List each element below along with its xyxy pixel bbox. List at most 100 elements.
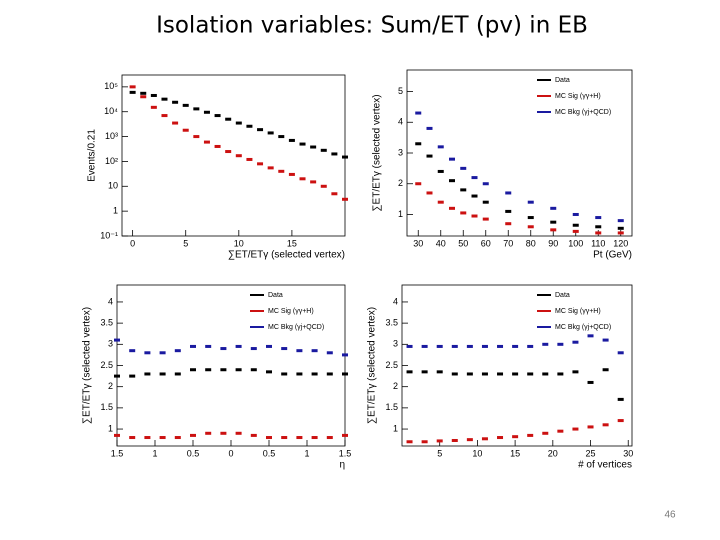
y-axis-label: ∑ET/ETγ (selected vertex) [372, 94, 383, 211]
data-point [281, 436, 288, 440]
data-point [190, 433, 196, 437]
data-point [193, 135, 200, 139]
data-point [235, 154, 242, 158]
data-point [144, 372, 151, 376]
y-tick-label: 4 [393, 296, 398, 306]
data-point [288, 172, 295, 176]
data-point [129, 349, 136, 353]
data-point [550, 206, 557, 210]
data-point [497, 344, 504, 348]
data-point [182, 128, 189, 132]
data-point [426, 126, 433, 130]
data-point [505, 191, 512, 195]
data-point [214, 114, 221, 118]
data-point [527, 433, 534, 437]
data-point [296, 349, 303, 353]
data-point [150, 93, 157, 97]
data-point [205, 431, 212, 435]
data-point [161, 97, 168, 101]
data-point [161, 114, 168, 118]
legend-label: MC Sig (γγ+H) [555, 308, 601, 315]
data-point [436, 370, 443, 374]
y-tick-label: 1 [398, 209, 403, 219]
x-tick-label: 0 [130, 238, 135, 248]
data-point [342, 155, 348, 159]
data-point [482, 182, 489, 186]
data-point [437, 169, 444, 173]
data-point [460, 211, 467, 215]
data-point [449, 179, 455, 183]
data-point [114, 433, 120, 437]
data-point [451, 372, 458, 376]
y-tick-label: 4 [398, 117, 403, 127]
data-point [602, 368, 609, 372]
y-tick-label: 3 [108, 339, 113, 349]
data-point [235, 121, 242, 125]
y-tick-label: 1.5 [100, 402, 113, 412]
data-point [406, 344, 413, 348]
x-axis-label: η [339, 460, 345, 471]
data-point [220, 368, 227, 372]
data-point [114, 338, 120, 342]
data-point [466, 344, 473, 348]
data-point [257, 162, 264, 166]
y-tick-label: 10⁵ [104, 81, 118, 91]
data-point [190, 344, 196, 348]
data-point [172, 121, 179, 125]
x-tick-label: 120 [613, 238, 628, 248]
legend-label: MC Sig (γγ+H) [268, 308, 314, 315]
data-point [320, 148, 327, 152]
data-point [617, 397, 624, 401]
data-point [172, 100, 179, 104]
data-point [174, 436, 181, 440]
data-point [587, 425, 594, 429]
data-point [572, 229, 579, 233]
data-point [205, 344, 212, 348]
data-point [449, 157, 455, 161]
data-point [281, 347, 288, 351]
x-tick-label: 5 [183, 238, 188, 248]
data-point [617, 351, 624, 355]
data-point [326, 372, 333, 376]
y-tick-label: 10⁻¹ [100, 230, 118, 240]
x-axis-label: Pt (GeV) [593, 250, 632, 261]
data-point [617, 226, 624, 230]
x-tick-label: 1 [152, 448, 157, 458]
x-tick-label: 30 [413, 238, 423, 248]
data-point [114, 374, 120, 378]
y-axis-label: Events/0.21 [87, 129, 98, 182]
x-tick-label: 20 [548, 448, 558, 458]
data-point [542, 342, 549, 346]
y-tick-label: 5 [398, 86, 403, 96]
data-point [572, 427, 579, 431]
data-point [342, 197, 348, 201]
data-point [527, 200, 534, 204]
legend-label: Data [555, 77, 570, 84]
data-point [497, 372, 504, 376]
data-point [466, 438, 473, 442]
data-point [527, 216, 534, 220]
data-point [225, 117, 232, 121]
y-tick-label: 3 [398, 147, 403, 157]
y-axis-label: ∑ET/ETγ (selected vertex) [82, 307, 93, 424]
data-point [311, 349, 318, 353]
data-point [203, 140, 210, 144]
x-tick-label: 15 [510, 448, 520, 458]
data-point [299, 177, 306, 181]
data-point [497, 436, 504, 440]
data-point [512, 344, 519, 348]
data-point [505, 209, 512, 213]
y-tick-label: 10 [108, 181, 118, 191]
data-point [257, 128, 264, 132]
y-tick-label: 10³ [105, 131, 118, 141]
data-point [557, 372, 564, 376]
x-tick-label: 5 [437, 448, 442, 458]
y-tick-label: 3 [393, 339, 398, 349]
data-point [220, 431, 227, 435]
data-point [174, 372, 181, 376]
data-point [174, 349, 181, 353]
data-point [182, 103, 189, 107]
data-point [505, 222, 512, 226]
